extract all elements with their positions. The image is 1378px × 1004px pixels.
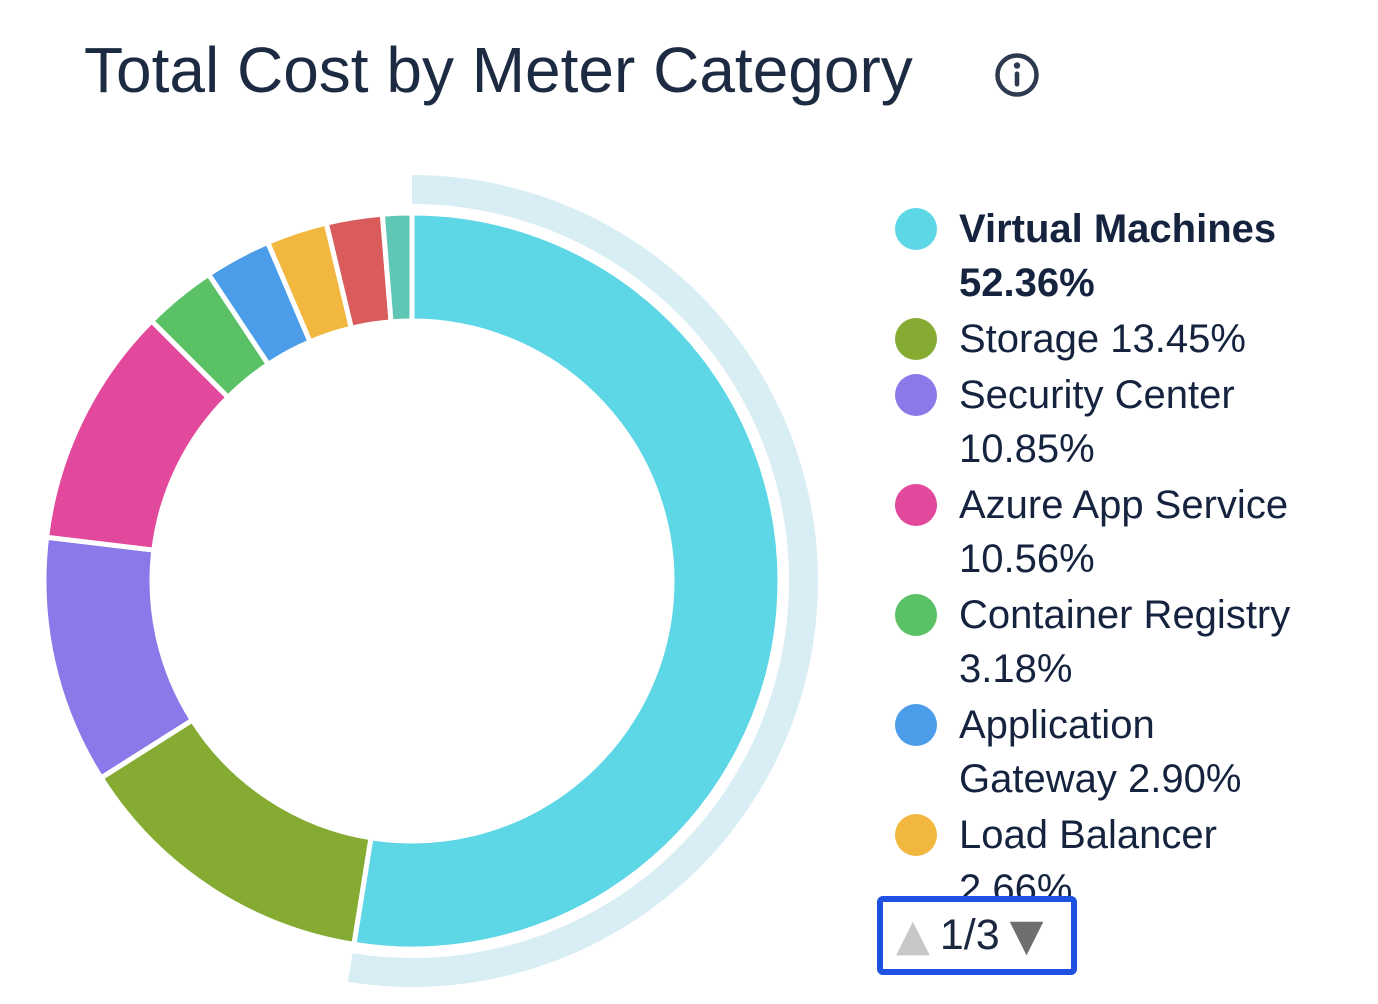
legend-dot: [895, 374, 937, 416]
legend-item-virtual-machines[interactable]: Virtual Machines 52.36%: [895, 202, 1325, 310]
legend-item-container-registry[interactable]: Container Registry 3.18%: [895, 588, 1325, 696]
legend-page-indicator: 1/3: [939, 911, 1000, 959]
legend-dot: [895, 484, 937, 526]
legend-dot: [895, 704, 937, 746]
info-icon[interactable]: [993, 51, 1041, 99]
chart-title: Total Cost by Meter Category: [84, 34, 913, 106]
legend-item-security-center[interactable]: Security Center 10.85%: [895, 368, 1325, 476]
legend-pager: ▲ 1/3 ▼: [877, 896, 1077, 975]
legend-item-load-balancer[interactable]: Load Balancer 2.66%: [895, 808, 1325, 896]
donut-segment-virtual-machines[interactable]: [351, 210, 783, 952]
legend-dot: [895, 814, 937, 856]
legend-label: Virtual Machines 52.36%: [959, 207, 1277, 305]
legend-label: Load Balancer 2.66%: [959, 813, 1217, 896]
legend-page-up-button[interactable]: ▲: [896, 909, 930, 961]
legend-page-down-button[interactable]: ▼: [1009, 909, 1044, 961]
legend-item-application-gateway[interactable]: Application Gateway 2.90%: [895, 698, 1325, 806]
donut-chart[interactable]: [0, 0, 840, 1004]
donut-segment-unlabeled[interactable]: [379, 210, 415, 325]
legend-label: Security Center 10.85%: [959, 373, 1235, 471]
legend-label: Azure App Service 10.56%: [959, 483, 1289, 581]
chart-legend: Virtual Machines 52.36% Storage 13.45% S…: [895, 202, 1325, 896]
legend-label: Storage 13.45%: [959, 317, 1246, 361]
legend-dot: [895, 208, 937, 250]
legend-dot: [895, 318, 937, 360]
legend-label: Application Gateway 2.90%: [959, 703, 1242, 801]
legend-item-storage[interactable]: Storage 13.45%: [895, 312, 1325, 366]
legend-item-azure-app-service[interactable]: Azure App Service 10.56%: [895, 478, 1325, 586]
legend-dot: [895, 594, 937, 636]
legend-label: Container Registry 3.18%: [959, 593, 1291, 691]
